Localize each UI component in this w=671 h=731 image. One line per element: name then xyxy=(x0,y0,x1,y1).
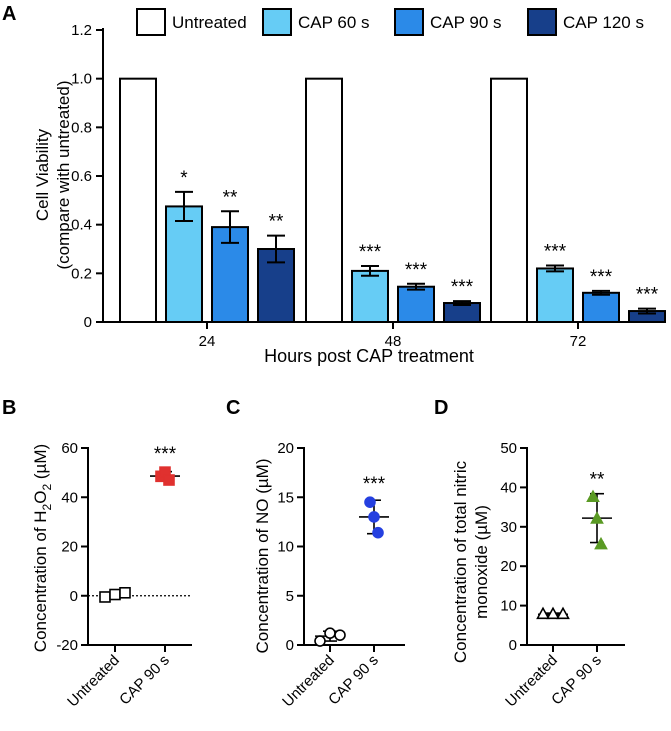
bar-untreated-48h xyxy=(305,77,343,323)
panel-d-label: D xyxy=(434,397,448,419)
data-point xyxy=(99,591,111,603)
y-tick-label: 20 xyxy=(277,440,294,457)
data-point xyxy=(536,606,550,620)
significance-marker: *** xyxy=(590,267,613,288)
bar-cap-60-s-72h xyxy=(536,267,574,324)
y-axis-title-a-line2: (compare with untreated) xyxy=(54,81,73,270)
legend-label: CAP 60 s xyxy=(298,13,370,32)
legend-swatch-cap-120-s xyxy=(527,8,557,36)
data-point xyxy=(372,526,384,539)
data-point xyxy=(556,606,570,620)
legend-swatch-cap-90-s xyxy=(394,8,424,36)
y-tick-label: 0 xyxy=(70,588,78,605)
significance-marker: *** xyxy=(544,242,567,263)
y-tick-label: 30 xyxy=(500,519,517,536)
y-tick-label-a: 1.0 xyxy=(71,71,92,88)
significance-marker: *** xyxy=(154,444,177,465)
data-point xyxy=(119,586,131,599)
data-point xyxy=(368,511,380,523)
y-tick-label: 40 xyxy=(61,489,78,506)
significance-marker: ** xyxy=(590,469,605,490)
y-axis-title-a-line1: Cell Viability xyxy=(33,128,52,221)
data-point xyxy=(109,588,121,601)
y-tick-label: 5 xyxy=(286,588,294,605)
y-axis-title-b: Concentration of H2O2 (µM) xyxy=(31,444,54,652)
panel-c-label: C xyxy=(226,397,240,419)
bars-a: **** ******** ******** *** xyxy=(119,77,666,324)
data-point xyxy=(586,489,600,503)
significance-marker: *** xyxy=(363,474,386,495)
legend-label: CAP 90 s xyxy=(430,13,502,32)
y-axis-title-d-line2: monoxide (µM) xyxy=(472,505,491,619)
significance-marker: ** xyxy=(223,187,238,208)
y-tick-label-a: 0 xyxy=(84,314,92,331)
significance-marker: * xyxy=(180,168,188,189)
data-point xyxy=(163,474,175,486)
y-tick-label: 0 xyxy=(509,637,517,654)
y-tick-label: 15 xyxy=(277,489,294,506)
y-tick-label: 10 xyxy=(500,598,517,615)
significance-marker: *** xyxy=(359,242,382,263)
significance-marker: *** xyxy=(636,285,659,306)
panel-a-label: A xyxy=(2,3,16,25)
y-tick-label: -20 xyxy=(56,637,78,654)
y-tick-label: 0 xyxy=(286,637,294,654)
y-tick-label-a: 0.6 xyxy=(71,168,92,185)
panel-a: A Untreated CAP 60 s CAP 90 s CAP 120 s ***… xyxy=(2,3,666,366)
bar-cap-60-s-24h xyxy=(165,205,203,324)
data-point xyxy=(334,629,346,641)
y-tick-label: 20 xyxy=(500,558,517,575)
bar-cap-90-s-48h xyxy=(397,285,435,324)
y-tick-label: 10 xyxy=(277,539,294,556)
x-tick-label-a: 72 xyxy=(570,333,587,350)
legend-swatch-cap-60-s xyxy=(262,8,292,36)
bar-untreated-72h xyxy=(490,77,528,323)
legend-a: Untreated CAP 60 s CAP 90 s CAP 120 s xyxy=(136,8,644,36)
legend-swatch-untreated xyxy=(136,8,166,36)
data-point xyxy=(594,536,608,550)
y-tick-label: 50 xyxy=(500,440,517,457)
panel-b-label: B xyxy=(2,397,16,419)
bar-cap-90-s-72h xyxy=(582,291,620,323)
x-axis-title-a: Hours post CAP treatment xyxy=(264,346,474,366)
y-tick-label-a: 1.2 xyxy=(71,22,92,39)
y-tick-label-a: 0.2 xyxy=(71,265,92,282)
x-tick-label-a: 48 xyxy=(385,333,402,350)
significance-marker: *** xyxy=(451,277,474,298)
data-point xyxy=(590,511,604,524)
y-tick-label: 60 xyxy=(61,440,78,457)
x-tick-label: CAP 90 s xyxy=(116,652,173,709)
y-axis-title-d-line1: Concentration of total nitric xyxy=(451,460,470,663)
significance-marker: *** xyxy=(405,260,428,281)
bar-cap-60-s-48h xyxy=(351,269,389,323)
legend-label: CAP 120 s xyxy=(563,13,644,32)
y-tick-label-a: 0.4 xyxy=(71,217,92,234)
data-point xyxy=(314,635,326,647)
x-tick-label: Untreated xyxy=(64,652,123,711)
y-tick-label: 40 xyxy=(500,479,517,496)
legend-label: Untreated xyxy=(172,13,247,32)
y-tick-label-a: 0.8 xyxy=(71,119,92,136)
data-point xyxy=(546,606,560,620)
axes-a: 0 0.2 0.4 0.6 0.8 1.0 1.2 24 48 72 xyxy=(71,22,660,350)
y-tick-label: 20 xyxy=(61,539,78,556)
x-tick-label-a: 24 xyxy=(199,333,216,350)
significance-marker: ** xyxy=(269,212,284,233)
bar-untreated-24h xyxy=(119,77,157,323)
y-axis-title-c: Concentration of NO (µM) xyxy=(253,459,272,654)
data-point xyxy=(324,627,336,639)
data-point xyxy=(364,496,376,508)
